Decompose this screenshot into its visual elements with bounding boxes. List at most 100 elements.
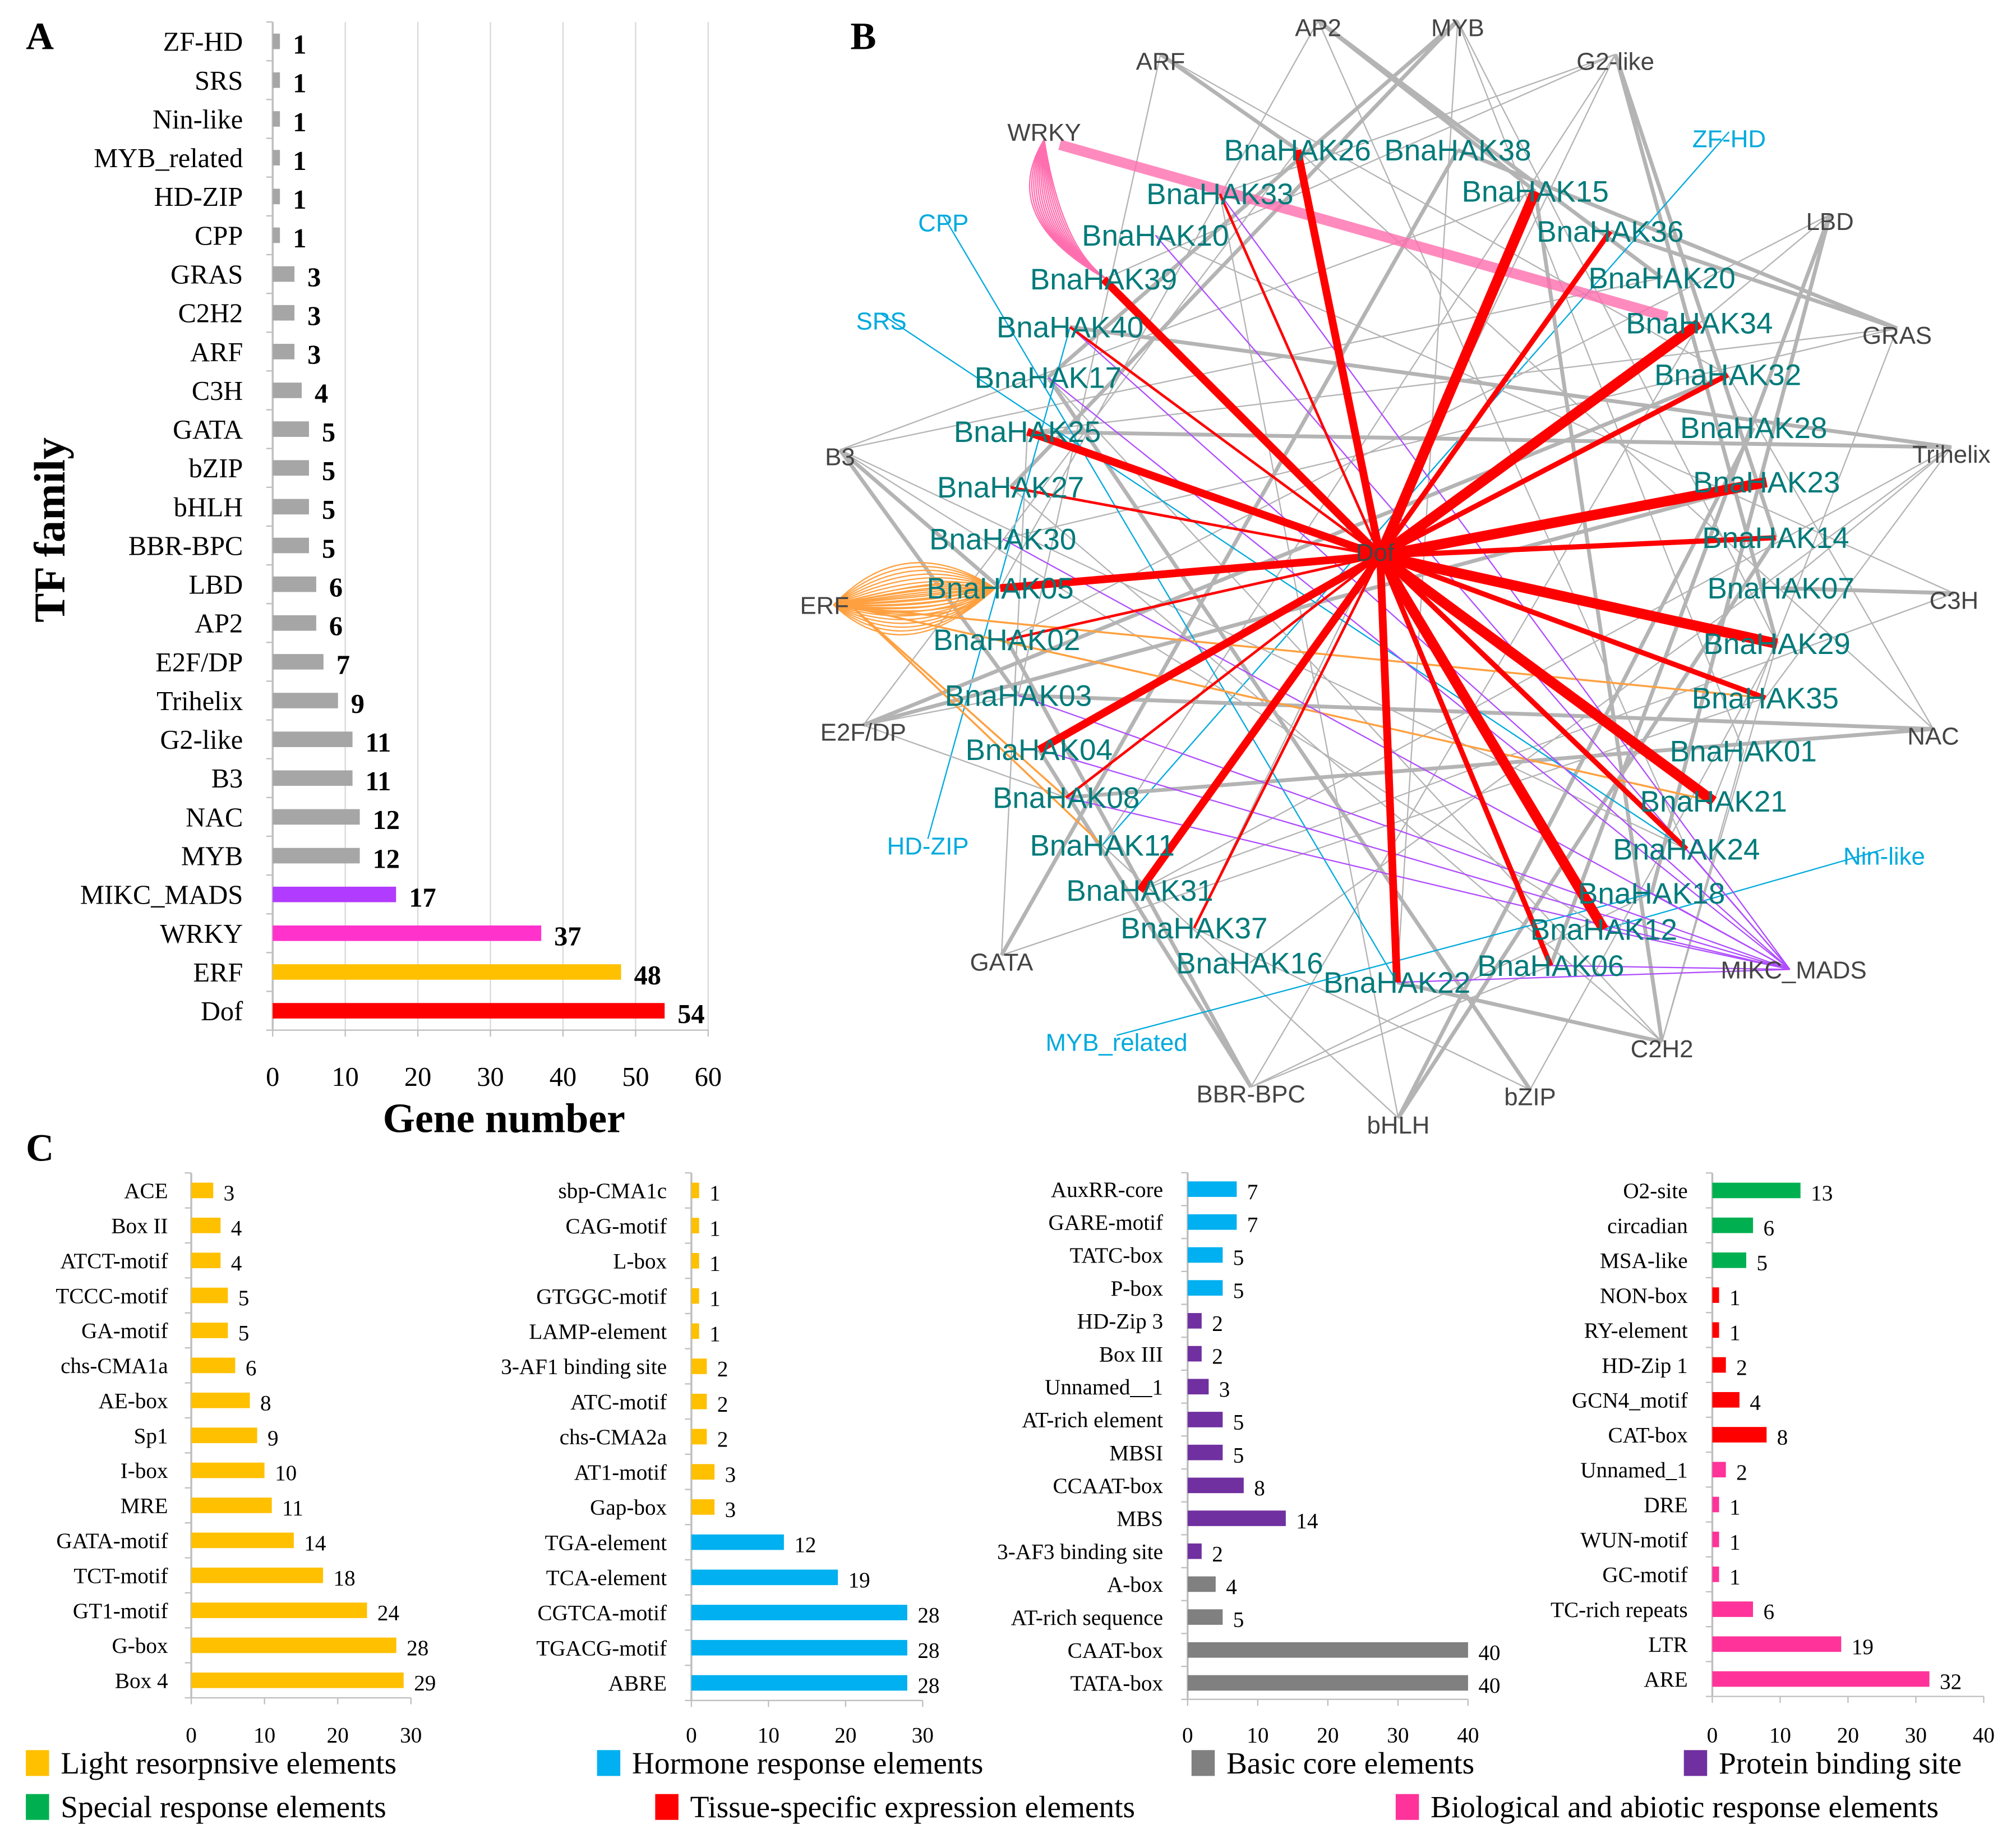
- category-label: ARF: [190, 338, 243, 367]
- value-label: 6: [329, 612, 343, 642]
- bar-msa-like: [1712, 1252, 1746, 1268]
- network-edge-erf: [833, 587, 996, 624]
- category-label: ABRE: [608, 1671, 667, 1696]
- value-label: 4: [1750, 1390, 1761, 1415]
- value-label: 9: [267, 1426, 279, 1450]
- bar-c2h2: [273, 305, 295, 321]
- value-label: 4: [1226, 1575, 1237, 1599]
- category-label: C3H: [192, 376, 243, 406]
- gene-node-label: BnaHAK33: [1146, 178, 1293, 211]
- gene-node-label: BnaHAK12: [1530, 913, 1677, 946]
- bar-nin-like: [273, 111, 280, 127]
- tf-node-label: BBR-BPC: [1196, 1081, 1305, 1108]
- network-edge: [1103, 53, 1616, 280]
- tf-node-label: AP2: [1295, 15, 1341, 42]
- gene-node-label: BnaHAK39: [1030, 263, 1177, 296]
- category-label: CCAAT-box: [1053, 1474, 1163, 1498]
- value-label: 1: [293, 185, 306, 215]
- gene-node-label: BnaHAK36: [1537, 215, 1683, 248]
- network-edge-mikc: [1039, 749, 1791, 970]
- network-edge-erf: [833, 573, 995, 606]
- value-label: 12: [373, 844, 400, 874]
- category-label: TCT-motif: [73, 1564, 168, 1588]
- network-edge: [1140, 446, 1952, 891]
- network-edge: [838, 448, 1020, 697]
- network-edge: [1069, 325, 1952, 449]
- bar-tga-element: [691, 1534, 784, 1550]
- network-edge-dof: [1065, 555, 1381, 799]
- legend-item: Special response elements: [26, 1790, 386, 1824]
- network-edge: [839, 277, 1662, 451]
- value-label: 28: [917, 1638, 939, 1662]
- value-label: 5: [1756, 1251, 1768, 1275]
- bar-i-box: [191, 1462, 265, 1478]
- network-edge: [1017, 54, 1161, 696]
- category-label: CAG-motif: [566, 1214, 668, 1238]
- bar-atc-motif: [691, 1393, 707, 1409]
- value-label: 10: [275, 1461, 297, 1485]
- network-edge: [1661, 643, 1778, 1042]
- bar-hd-zip: [273, 188, 280, 205]
- value-label: 1: [293, 69, 306, 99]
- category-label: WRKY: [160, 919, 243, 949]
- network-edge: [1005, 639, 1253, 1088]
- network-edge: [1220, 53, 1616, 195]
- value-label: 3: [725, 1498, 736, 1522]
- category-label: ARE: [1644, 1667, 1687, 1692]
- network-edge: [863, 694, 1019, 726]
- bar-tct-motif: [191, 1567, 324, 1583]
- value-label: 1: [1729, 1286, 1741, 1310]
- panel-c-letter: C: [26, 1126, 54, 1169]
- value-label: 5: [1233, 1443, 1244, 1467]
- value-label: 2: [717, 1392, 728, 1416]
- network-edge-erf: [852, 606, 1714, 803]
- x-tick-label: 30: [1387, 1723, 1409, 1747]
- value-label: 5: [1233, 1608, 1244, 1632]
- bar-hd-zip-3: [1187, 1313, 1202, 1329]
- bar-box-4: [191, 1673, 404, 1688]
- value-label: 32: [1940, 1670, 1962, 1694]
- value-label: 12: [794, 1533, 816, 1557]
- network-edge: [1699, 214, 1830, 324]
- gene-node-label: BnaHAK29: [1704, 628, 1851, 661]
- network-edge: [1160, 53, 1728, 376]
- bar-cpp: [273, 227, 280, 243]
- network-edge-erf: [833, 587, 996, 635]
- gene-node-label: BnaHAK34: [1626, 307, 1773, 340]
- network-edge-dof: [1293, 149, 1384, 557]
- category-label: NON-box: [1600, 1284, 1688, 1308]
- bar-gata: [273, 421, 309, 437]
- network-edge-erf: [833, 587, 995, 606]
- network-edge: [927, 326, 1071, 839]
- x-tick-label: 0: [1182, 1723, 1193, 1747]
- value-label: 29: [414, 1671, 436, 1695]
- value-label: 5: [238, 1286, 250, 1310]
- category-label: A-box: [1107, 1573, 1163, 1597]
- category-label: CPP: [195, 221, 243, 251]
- bar-tata-box: [1187, 1675, 1468, 1691]
- tf-node-label: GRAS: [1862, 322, 1932, 349]
- category-label: E2F/DP: [155, 648, 243, 678]
- bar-ccaat-box: [1187, 1477, 1244, 1494]
- network-edge-erf: [852, 606, 1103, 846]
- category-label: RY-element: [1584, 1319, 1688, 1343]
- category-label: GATA: [173, 415, 243, 445]
- network-edge: [1533, 191, 1664, 1042]
- x-tick-label: 0: [186, 1723, 197, 1747]
- category-label: AuxRR-core: [1051, 1178, 1163, 1202]
- value-label: 8: [1254, 1476, 1265, 1500]
- network-edge-dof: [1379, 550, 1778, 649]
- gene-node-label: BnaHAK05: [927, 572, 1074, 605]
- bar-mbs: [1187, 1510, 1286, 1526]
- category-label: MBSI: [1109, 1441, 1163, 1465]
- legend-label: Light resorpnsive elements: [61, 1746, 396, 1780]
- category-label: bHLH: [174, 492, 243, 522]
- network-edge-dof: [1377, 555, 1553, 967]
- value-label: 1: [293, 108, 306, 137]
- value-label: 6: [1763, 1216, 1774, 1240]
- gene-node-label: BnaHAK25: [954, 416, 1101, 449]
- value-label: 19: [1852, 1635, 1874, 1659]
- bar-tgacg-motif: [691, 1639, 907, 1656]
- category-label: GARE-motif: [1049, 1211, 1164, 1235]
